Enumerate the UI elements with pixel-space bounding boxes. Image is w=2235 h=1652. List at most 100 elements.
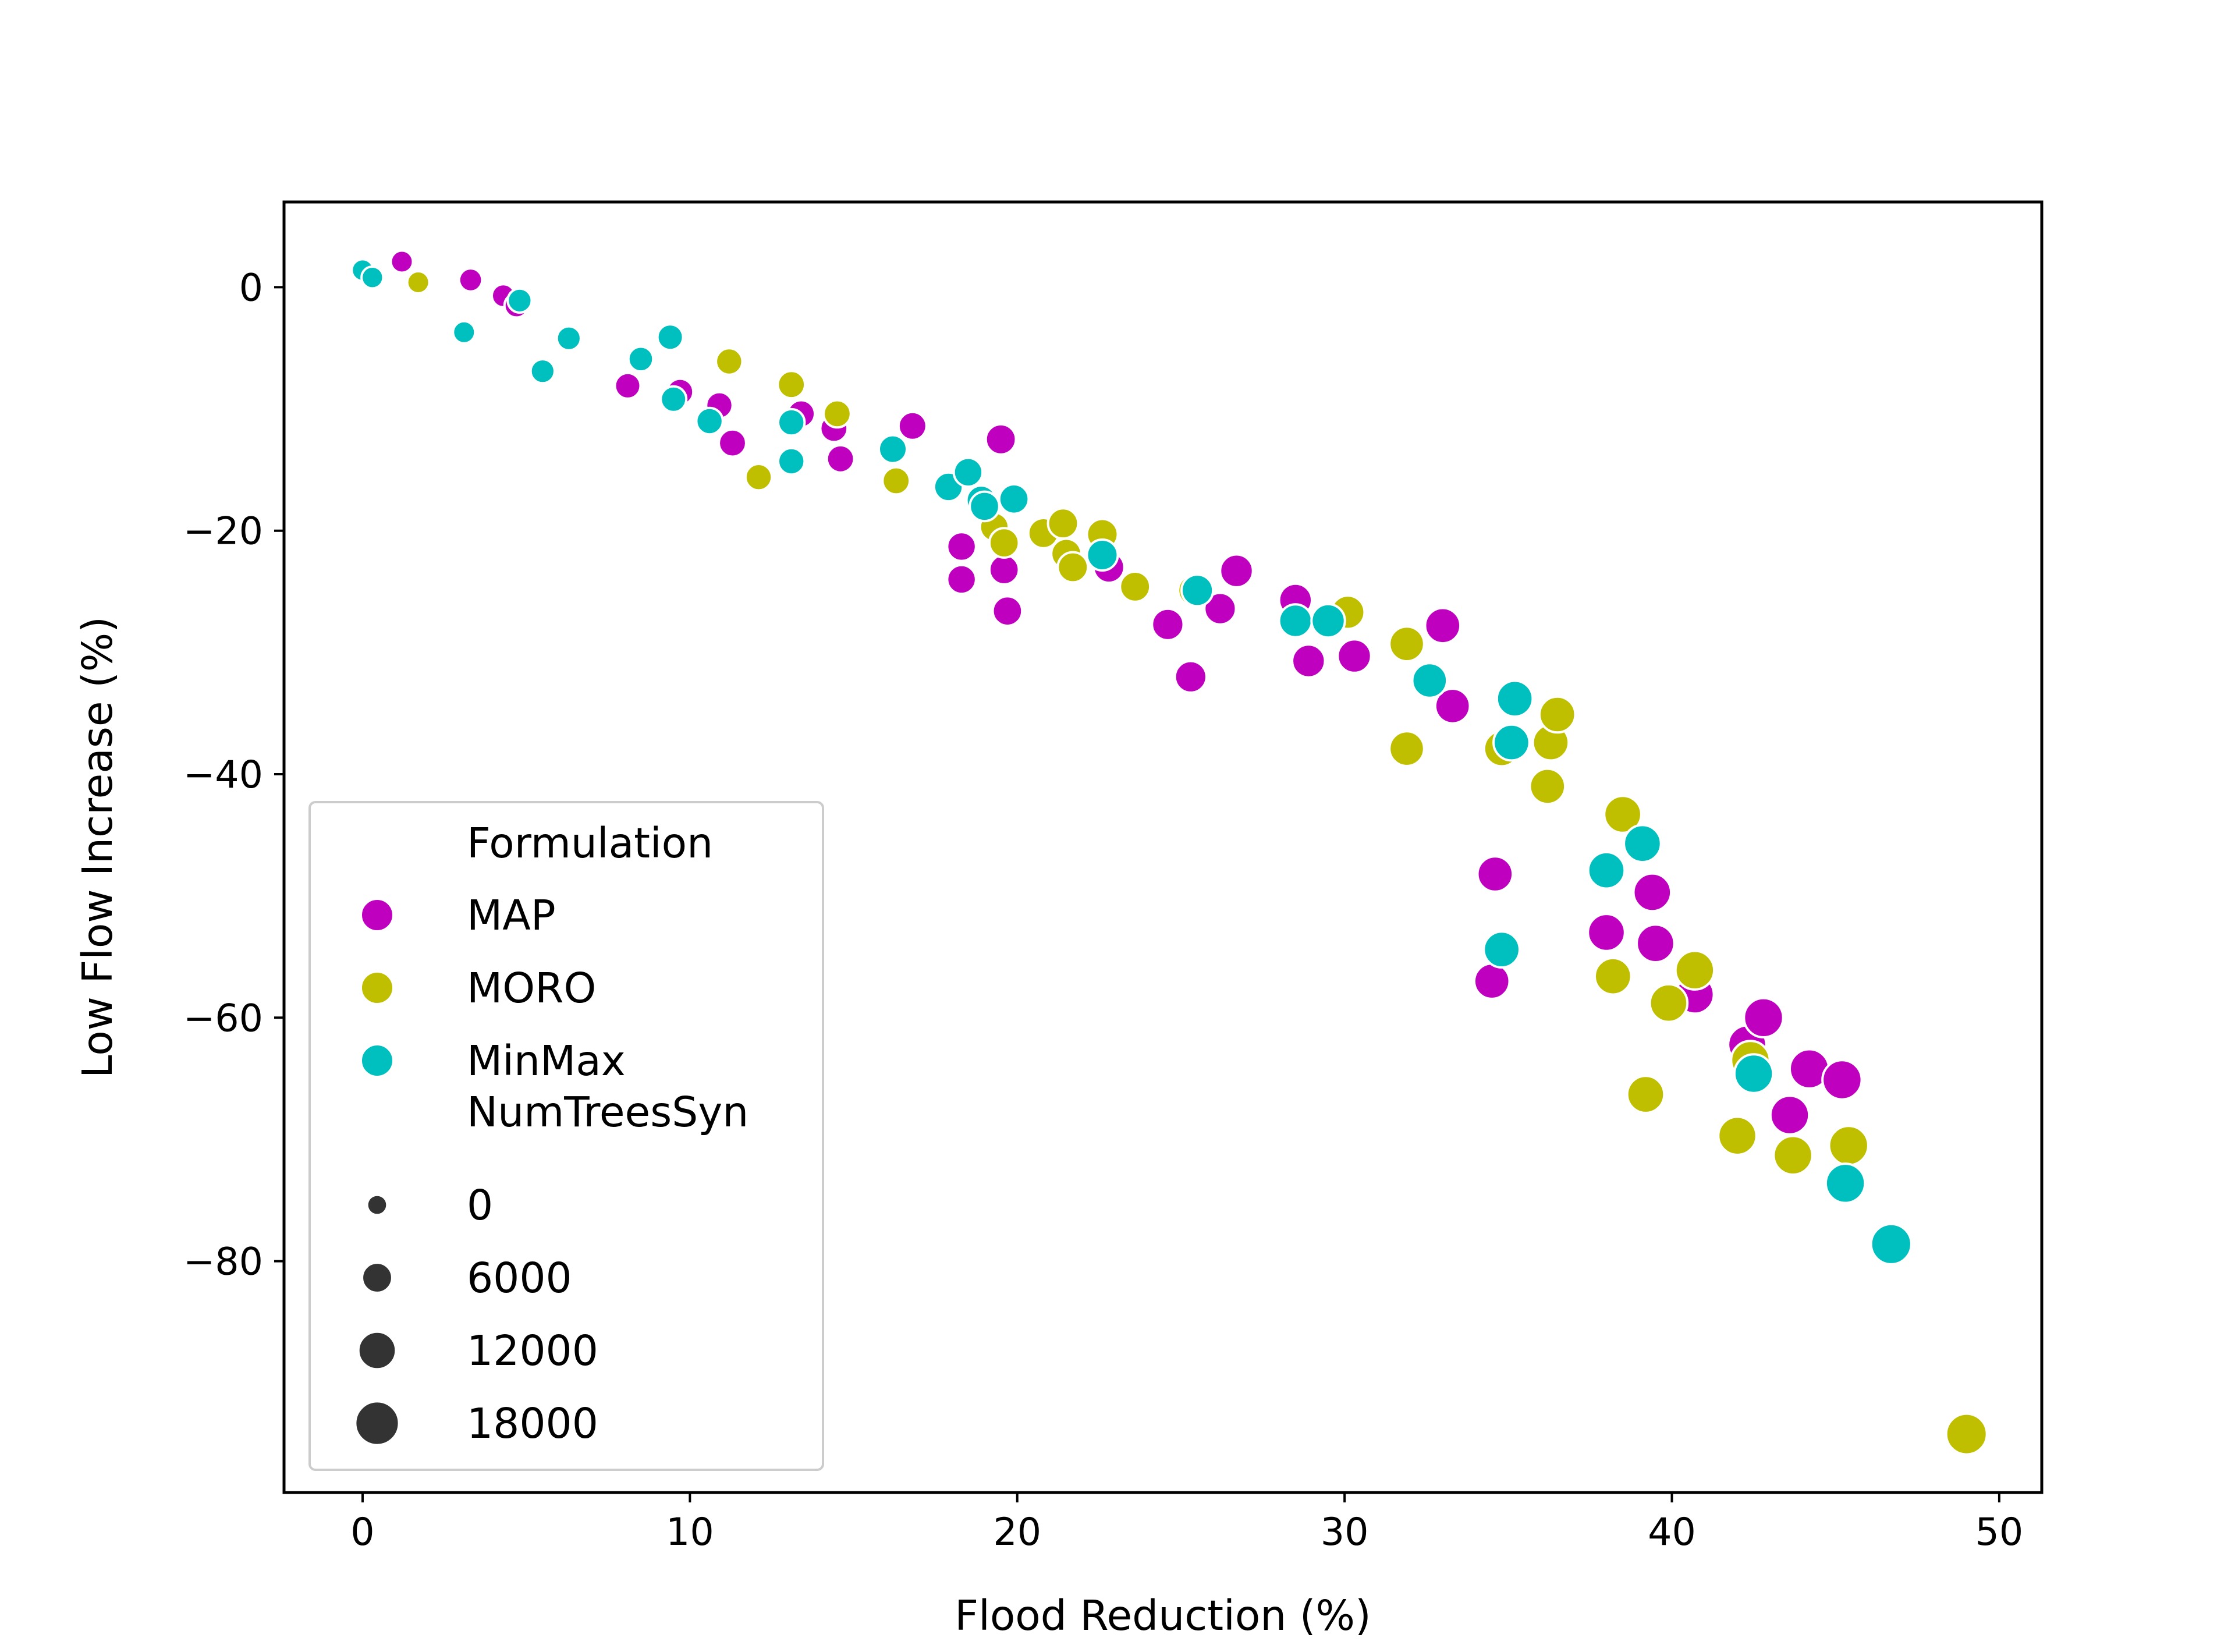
data-point-map <box>988 554 1020 586</box>
data-point-minmax <box>627 345 655 373</box>
plot-frame <box>282 200 2044 1494</box>
data-point-map <box>991 595 1024 627</box>
legend-label-map: MAP <box>467 891 556 940</box>
data-point-minmax <box>968 490 1001 523</box>
data-point-map <box>1173 660 1208 694</box>
data-point-minmax <box>659 385 688 413</box>
legend-size-label: 0 <box>467 1181 493 1229</box>
legend-label-minmax: MinMax <box>467 1037 626 1085</box>
data-point-minmax <box>1733 1053 1775 1094</box>
legend-size-title: NumTreesSyn <box>467 1088 748 1136</box>
legend-marker-minmax <box>360 1043 395 1078</box>
data-point-map <box>1219 553 1254 589</box>
data-point-map <box>1151 607 1185 641</box>
data-point-moro <box>1046 507 1080 540</box>
data-point-minmax <box>952 456 984 488</box>
data-point-minmax <box>878 434 908 465</box>
data-point-map <box>389 249 414 274</box>
data-point-moro <box>1674 949 1716 991</box>
data-point-map <box>1336 638 1372 674</box>
y-tick-label: −20 <box>183 510 263 554</box>
data-point-moro <box>776 370 807 400</box>
data-point-minmax <box>695 406 724 436</box>
data-point-map <box>1203 591 1237 626</box>
legend-marker-map <box>360 898 395 933</box>
legend: Formulation NumTreesSyn MAP MORO MinMax 0 60… <box>308 801 824 1471</box>
data-point-map <box>457 267 484 293</box>
data-point-minmax <box>1495 679 1534 718</box>
legend-size-marker <box>357 1330 398 1371</box>
x-tick-label: 40 <box>1648 1511 1696 1554</box>
data-point-map <box>613 371 642 400</box>
legend-size-marker <box>361 1261 393 1294</box>
data-point-minmax <box>1278 603 1314 639</box>
data-point-moro <box>1388 730 1425 767</box>
data-point-map <box>946 563 977 595</box>
data-point-minmax <box>1824 1162 1867 1204</box>
data-point-map <box>718 428 747 458</box>
data-point-minmax <box>360 265 385 290</box>
data-point-moro <box>715 347 744 376</box>
legend-marker-moro <box>360 970 395 1005</box>
data-point-moro <box>1648 983 1689 1023</box>
y-axis-label: Low Flow Increase (%) <box>73 616 122 1078</box>
data-point-moro <box>1717 1115 1758 1156</box>
data-point-moro <box>1603 795 1642 834</box>
y-tick-label: 0 <box>239 266 263 310</box>
data-point-map <box>1636 923 1676 963</box>
data-point-moro <box>1388 625 1425 662</box>
data-point-moro <box>1528 767 1567 806</box>
x-tick-label: 20 <box>993 1511 1041 1554</box>
y-tick-label: −80 <box>183 1240 263 1284</box>
data-point-map <box>1434 687 1471 725</box>
legend-label-moro: MORO <box>467 964 596 1012</box>
data-point-moro <box>1772 1135 1814 1176</box>
legend-items: MAP MORO MinMax 0 6000 12000 18000 <box>354 891 626 1448</box>
data-point-map <box>825 444 856 474</box>
y-tick-label: −60 <box>183 997 263 1040</box>
data-point-moro <box>1594 956 1633 996</box>
data-point-minmax <box>1587 850 1626 890</box>
data-point-map <box>1632 872 1673 913</box>
axes-layer: 0 10 20 30 40 50 0 −20 −40 −60 −80 <box>183 266 2023 1554</box>
data-point-minmax <box>1623 824 1662 863</box>
data-point-moro <box>881 466 911 496</box>
points-layer <box>350 249 1988 1456</box>
data-point-minmax <box>529 358 556 385</box>
x-tick-label: 10 <box>666 1511 714 1554</box>
x-tick-label: 0 <box>350 1511 374 1554</box>
data-point-map <box>984 423 1017 456</box>
x-tick-label: 50 <box>1975 1511 2024 1554</box>
data-point-moro <box>1626 1075 1666 1114</box>
data-point-moro <box>822 399 852 429</box>
data-point-minmax <box>1180 573 1215 608</box>
data-point-minmax <box>1492 723 1531 762</box>
x-axis-label: Flood Reduction (%) <box>955 1591 1371 1640</box>
data-point-minmax <box>998 483 1030 515</box>
data-point-minmax <box>555 325 582 352</box>
data-point-map <box>1587 913 1626 952</box>
data-point-minmax <box>1085 538 1119 572</box>
data-point-moro <box>988 527 1020 559</box>
data-point-minmax <box>1869 1222 1913 1265</box>
data-point-map <box>1821 1059 1863 1101</box>
data-point-moro <box>1538 695 1577 734</box>
data-point-minmax <box>656 323 684 352</box>
data-point-moro <box>1056 551 1090 584</box>
legend-hue-title: Formulation <box>467 819 713 867</box>
data-point-minmax <box>1411 662 1449 699</box>
legend-box <box>308 801 824 1471</box>
data-point-map <box>1769 1094 1811 1136</box>
data-point-moro <box>406 270 431 295</box>
data-point-minmax <box>1482 930 1521 969</box>
x-tick-label: 30 <box>1321 1511 1369 1554</box>
legend-size-label: 12000 <box>467 1327 598 1375</box>
legend-size-label: 6000 <box>467 1254 572 1302</box>
data-point-map <box>1424 607 1462 645</box>
data-point-minmax <box>452 320 477 345</box>
data-point-map <box>897 410 928 441</box>
data-point-map <box>1291 643 1326 679</box>
data-point-moro <box>1828 1125 1869 1167</box>
data-point-map <box>1473 962 1511 1000</box>
legend-size-marker <box>354 1400 400 1447</box>
